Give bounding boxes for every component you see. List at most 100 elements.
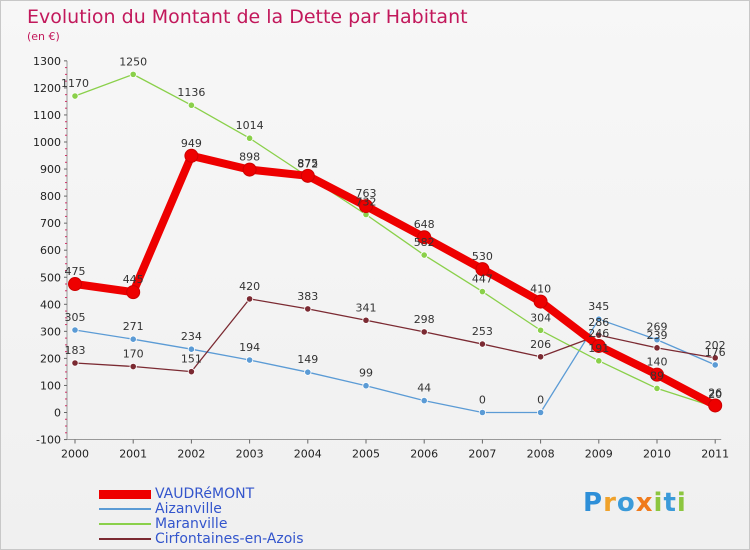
legend-label: Maranville (155, 516, 228, 532)
legend-label: Aizanville (155, 501, 222, 517)
data-label-maranville: 191 (588, 342, 609, 355)
data-label-maranville: 1170 (61, 77, 89, 90)
data-label-aizanville: 269 (647, 321, 668, 334)
data-label-cirfontaines-en-azois: 420 (239, 280, 260, 293)
data-label-cirfontaines-en-azois: 286 (588, 316, 609, 329)
data-point-cirfontaines-en-azois (478, 340, 486, 348)
data-point-vaudremont (359, 199, 373, 214)
y-tick-label: 1300 (33, 55, 61, 68)
x-tick-label: 2010 (643, 448, 671, 461)
data-point-cirfontaines-en-azois (71, 359, 79, 367)
y-tick-label: 700 (40, 217, 61, 230)
data-point-aizanville (304, 368, 312, 376)
data-point-cirfontaines-en-azois (304, 305, 312, 313)
legend-label: VAUDRéMONT (155, 486, 255, 502)
data-point-aizanville (129, 335, 137, 343)
data-point-vaudremont (475, 262, 490, 277)
data-point-vaudremont (591, 338, 606, 353)
data-labels-layer: 305 271 234 194 149 99 44 0 0 345 269 176 1170 1250 11… (61, 55, 726, 406)
data-point-aizanville (595, 315, 603, 323)
brand-letter: r (603, 488, 617, 518)
data-label-maranville: 1014 (236, 119, 264, 132)
data-point-cirfontaines-en-azois (536, 353, 545, 361)
data-label-cirfontaines-en-azois: 298 (414, 313, 435, 326)
data-label-maranville: 20 (708, 388, 722, 401)
data-label-maranville: 872 (297, 158, 318, 171)
data-label-cirfontaines-en-azois: 183 (65, 344, 86, 357)
data-label-cirfontaines-en-azois: 170 (123, 348, 144, 361)
data-label-cirfontaines-en-azois: 253 (472, 325, 493, 338)
legend-swatch (99, 523, 151, 525)
data-label-cirfontaines-en-azois: 341 (356, 301, 377, 314)
chart-title: Evolution du Montant de la Dette par Hab… (27, 6, 468, 28)
brand-letter: x (635, 488, 654, 518)
data-label-vaudremont: 949 (181, 137, 202, 150)
data-label-cirfontaines-en-azois: 239 (647, 329, 668, 342)
x-tick-label: 2008 (527, 448, 555, 461)
data-label-vaudremont: 246 (588, 327, 609, 340)
brand-letter: t (663, 488, 677, 518)
data-label-vaudremont: 445 (123, 273, 144, 286)
y-tick-label: 300 (40, 325, 61, 338)
data-label-aizanville: 345 (588, 300, 609, 313)
data-label-maranville: 732 (356, 195, 377, 208)
series-line-maranville (74, 73, 716, 408)
data-point-aizanville (536, 408, 545, 417)
data-point-cirfontaines-en-azois (362, 316, 370, 324)
data-label-maranville: 447 (472, 273, 493, 286)
y-tick-label: 600 (40, 244, 61, 257)
x-tick-label: 2003 (236, 448, 264, 461)
data-label-vaudremont: 530 (472, 250, 493, 263)
data-point-vaudremont (417, 230, 432, 245)
data-label-vaudremont: 648 (414, 218, 435, 231)
data-point-aizanville (71, 326, 79, 334)
data-point-maranville (595, 357, 603, 365)
data-label-aizanville: 149 (297, 353, 318, 366)
data-point-aizanville (478, 408, 486, 417)
brand-logo: Proxiti (583, 488, 687, 518)
data-label-vaudremont: 875 (297, 157, 318, 170)
data-label-vaudremont: 410 (530, 283, 551, 296)
series-layer (68, 70, 723, 417)
data-label-vaudremont: 140 (647, 356, 668, 369)
data-label-cirfontaines-en-azois: 151 (181, 353, 202, 366)
x-tick-label: 2002 (177, 448, 205, 461)
data-point-aizanville (711, 361, 719, 369)
x-tick-label: 2009 (585, 448, 613, 461)
y-tick-label: 1000 (33, 136, 61, 149)
x-tick-label: 2007 (468, 448, 496, 461)
y-tick-label: 100 (40, 379, 61, 392)
data-label-vaudremont: 898 (239, 151, 260, 164)
data-label-aizanville: 194 (239, 341, 260, 354)
data-label-aizanville: 44 (417, 382, 431, 395)
y-tick-label: 800 (40, 190, 61, 203)
data-point-cirfontaines-en-azois (246, 295, 254, 303)
data-point-maranville (653, 384, 661, 393)
legend-swatch (99, 538, 151, 540)
data-label-maranville: 1136 (177, 86, 205, 99)
data-point-vaudremont (650, 367, 664, 382)
series-line-vaudremont (71, 151, 720, 410)
x-tick-label: 2000 (61, 448, 89, 461)
data-label-aizanville: 234 (181, 330, 202, 343)
x-tick-label: 2011 (701, 448, 729, 461)
data-label-maranville: 582 (414, 236, 435, 249)
data-label-cirfontaines-en-azois: 206 (530, 338, 551, 351)
data-point-cirfontaines-en-azois (653, 344, 661, 352)
data-point-maranville (478, 287, 486, 296)
data-point-aizanville (420, 396, 428, 405)
brand-letter: P (583, 488, 604, 518)
legend-label: Cirfontaines-en-Azois (155, 531, 304, 547)
data-point-cirfontaines-en-azois (187, 368, 195, 376)
data-label-aizanville: 99 (359, 367, 373, 380)
data-point-maranville (246, 134, 254, 142)
y-tick-label: 500 (40, 271, 61, 284)
data-point-aizanville (653, 336, 661, 344)
y-tick-label: 1100 (33, 109, 61, 122)
x-tick-label: 2004 (294, 448, 322, 461)
legend-swatch (99, 489, 151, 499)
series-line-cirfontaines-en-azois (74, 298, 716, 373)
data-point-maranville (129, 70, 137, 78)
axes: -100010020030040050060070080090010001100… (33, 55, 729, 461)
data-label-vaudremont: 763 (356, 187, 377, 200)
